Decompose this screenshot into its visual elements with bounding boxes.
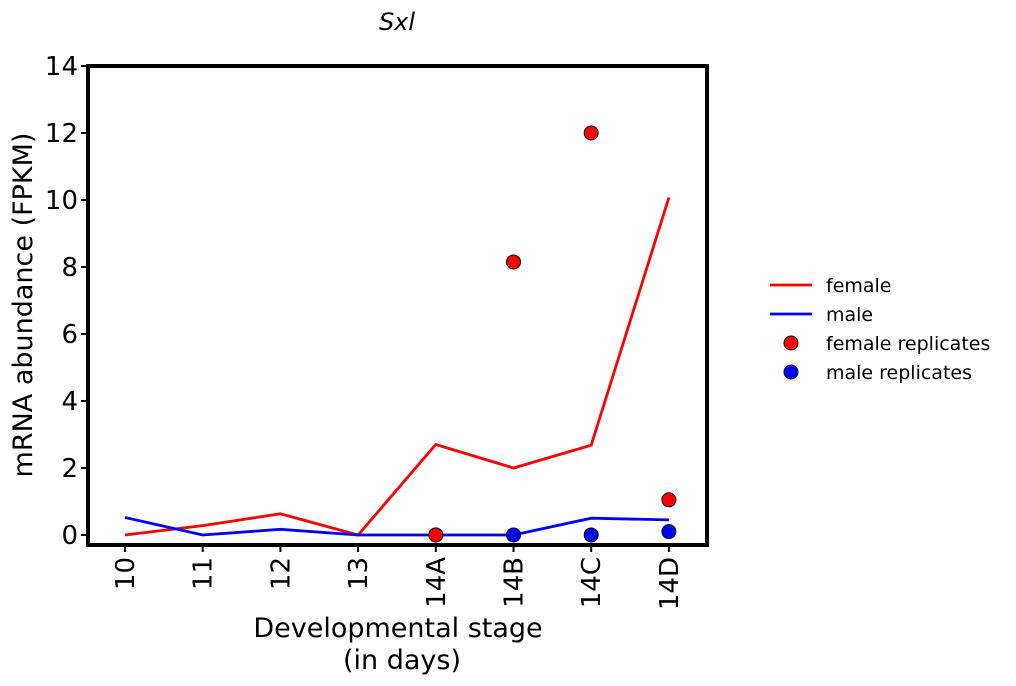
point-male-replicates-14D — [661, 524, 677, 540]
x-tick-label-14A: 14A — [422, 557, 452, 608]
x-axis-label-line2: (in days) — [343, 645, 461, 676]
y-tick-label-10: 10 — [45, 186, 78, 216]
y-tick-label-2: 2 — [61, 454, 78, 484]
plot-frame — [86, 64, 709, 547]
series-line-male — [124, 516, 669, 537]
legend-label-male: male — [826, 304, 873, 326]
y-tick-label-8: 8 — [61, 253, 78, 283]
y-tick-label-14: 14 — [45, 52, 78, 82]
x-tick-label-11: 11 — [189, 557, 219, 590]
y-tick-labels: 0 2 4 6 8 10 12 14 — [45, 52, 88, 551]
point-female-replicates-14A — [428, 527, 444, 543]
x-tick-labels: 10 11 12 13 14A 14B 14C 14D — [111, 545, 685, 610]
legend: female male female replicates male replicat… — [770, 275, 990, 384]
x-tick-label-10: 10 — [111, 557, 141, 590]
legend-label-male-replicates: male replicates — [826, 362, 972, 384]
x-tick-label-12: 12 — [266, 557, 296, 590]
y-tick-label-6: 6 — [61, 320, 78, 350]
point-male-replicates-14B — [506, 527, 521, 543]
y-tick-label-4: 4 — [61, 387, 78, 417]
legend-label-female: female — [826, 275, 892, 297]
x-tick-label-13: 13 — [344, 557, 374, 590]
x-tick-label-14B: 14B — [500, 557, 530, 608]
point-female-replicates-14C — [583, 125, 599, 141]
series-line-female — [124, 197, 671, 537]
legend-swatch-male-replicates — [783, 364, 799, 380]
chart-title: Sxl — [379, 8, 415, 36]
y-axis-label: mRNA abundance (FPKM) — [8, 133, 39, 478]
x-axis-label-line1: Developmental stage — [253, 613, 542, 644]
point-female-replicates-14B — [506, 254, 521, 270]
point-female-replicates-14D — [661, 492, 677, 508]
point-male-replicates-14C — [583, 527, 599, 543]
x-tick-label-14C: 14C — [577, 557, 607, 608]
plot-layer — [86, 64, 709, 547]
legend-swatch-female-replicates — [783, 335, 799, 351]
y-tick-label-12: 12 — [45, 119, 78, 149]
x-tick-label-14D: 14D — [655, 557, 685, 610]
y-tick-label-0: 0 — [61, 521, 78, 551]
legend-label-female-replicates: female replicates — [826, 333, 990, 355]
